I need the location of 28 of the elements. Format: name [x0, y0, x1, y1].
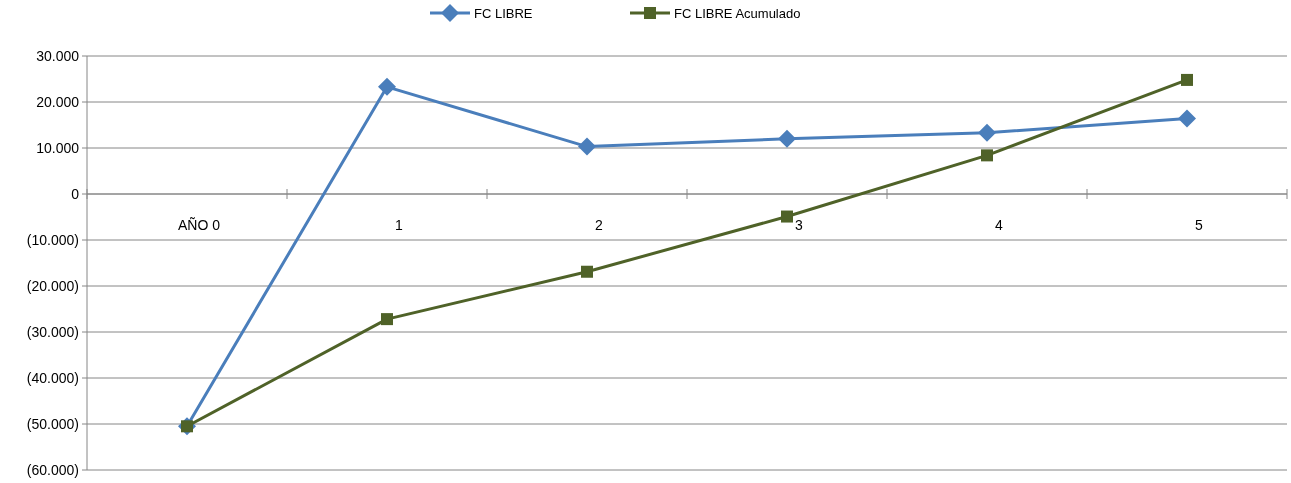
x-tick-label: 4 [995, 217, 1004, 233]
y-tick-label: 30.000 [36, 47, 80, 64]
x-tick-label: 2 [595, 217, 604, 233]
y-tick-label: (50.000) [26, 415, 79, 432]
point [578, 137, 596, 156]
y-tick-label: (60.000) [26, 461, 79, 478]
y-tick-label: (10.000) [26, 231, 79, 248]
point [778, 129, 796, 148]
legend-label: FC LIBRE Acumulado [674, 5, 801, 21]
point [381, 313, 393, 326]
y-tick-label: 0 [71, 185, 80, 202]
point [378, 77, 396, 96]
y-tick-label: 20.000 [36, 93, 80, 110]
x-tick-label: 3 [795, 217, 804, 233]
point [781, 210, 793, 223]
point [1178, 109, 1196, 128]
x-tick-label: AÑO 0 [177, 217, 221, 233]
x-tick-label: 5 [1195, 217, 1204, 233]
point [978, 123, 996, 142]
x-tick-label: 1 [395, 217, 404, 233]
point [1181, 73, 1193, 86]
y-tick-label: (30.000) [26, 323, 79, 340]
point [581, 265, 593, 278]
y-tick-label: 10.000 [36, 139, 80, 156]
y-tick-label: (20.000) [26, 277, 79, 294]
y-tick-label: (40.000) [26, 369, 79, 386]
legend-label: FC LIBRE [474, 5, 533, 21]
point [981, 149, 993, 162]
